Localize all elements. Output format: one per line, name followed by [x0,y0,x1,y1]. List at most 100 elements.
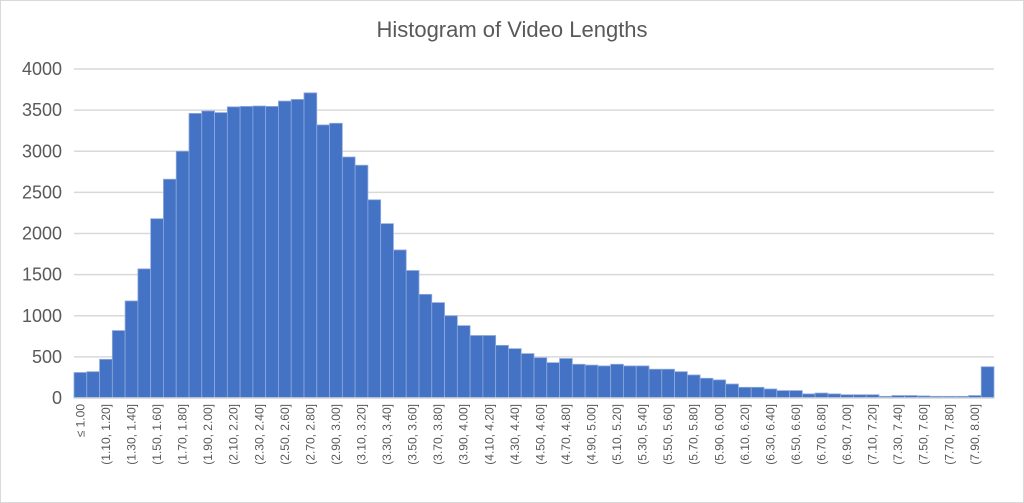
histogram-bar [341,156,356,399]
x-tick-label: (6.50, 6.60] [789,404,803,465]
histogram-bar [980,366,995,399]
x-tick-label: (7.50, 7.60] [917,404,931,465]
y-tick-label: 2000 [22,224,62,244]
histogram-bar [533,357,548,399]
histogram-bar [329,122,343,399]
histogram-bar [380,223,394,399]
histogram-bar [201,110,215,399]
histogram-bar [290,99,305,399]
histogram-bar [610,363,624,399]
histogram-bar [546,362,560,399]
histogram-bar [712,379,727,399]
histogram-bar [623,365,637,399]
histogram-bar [738,386,752,399]
x-tick-label: (1.90, 2.00] [201,404,215,465]
y-tick-label: 4000 [22,59,62,79]
x-tick-label: (6.10, 6.20] [738,404,752,465]
histogram-bar [725,383,739,399]
x-tick-label: (7.10, 7.20] [866,404,880,465]
y-tick-label: 3000 [22,141,62,161]
x-tick-label: (3.10, 3.20] [355,404,369,465]
x-tick-label: (5.30, 5.40] [636,404,650,465]
histogram-bar [418,293,433,399]
histogram-bar [265,106,279,399]
x-tick-label: (2.10, 2.20] [227,404,241,465]
histogram-bar [393,249,407,399]
x-tick-label: (5.70, 5.80] [687,404,701,465]
histogram-bar [99,358,113,399]
histogram-bar [482,335,497,399]
x-tick-label: (6.70, 6.80] [815,404,829,465]
histogram-bar [571,363,586,399]
histogram-bar [456,325,471,399]
histogram-bar [175,150,190,399]
y-tick-label: 0 [52,388,62,408]
x-tick-label: (4.30, 4.40] [508,404,522,465]
histogram-bar [789,390,803,399]
y-tick-label: 1000 [22,306,62,326]
histogram-bar [469,335,484,399]
histogram-bar [405,270,420,399]
x-tick-label: (4.70, 4.80] [559,404,573,465]
histogram-bar [303,92,318,399]
histogram-bar [252,105,267,399]
x-tick-label: (1.70, 1.80] [176,404,190,465]
histogram-bar [559,358,573,399]
histogram-bar [316,124,330,399]
x-tick-label: (4.50, 4.60] [533,404,547,465]
x-tick-label: (2.30, 2.40] [252,404,266,465]
histogram-bar [137,268,152,399]
histogram-bar [661,368,675,399]
histogram-bar [699,377,714,399]
histogram-bar [520,353,535,399]
x-tick-label: (1.30, 1.40] [125,404,139,465]
histogram-bar [431,302,445,399]
histogram-bar [686,374,701,399]
x-tick-label: (2.90, 3.00] [329,404,343,465]
histogram-bar [674,371,688,399]
x-tick-label: (4.90, 5.00] [585,404,599,465]
histogram-bar [226,106,241,399]
histogram-bar [584,364,599,399]
histogram-bar [163,178,177,399]
histogram-bar [188,113,203,399]
histogram-bar [750,386,765,399]
histogram-bar [597,365,612,399]
histogram-bar [124,300,139,399]
histogram-bar [763,388,778,399]
histogram-bar [367,199,382,399]
x-tick-label: (5.10, 5.20] [610,404,624,465]
y-tick-label: 3500 [22,100,62,120]
histogram-bar [495,344,509,399]
x-tick-label: (1.50, 1.60] [150,404,164,465]
x-tick-label: (6.90, 7.00] [840,404,854,465]
x-tick-label: (2.70, 2.80] [303,404,317,465]
x-tick-label: (7.70, 7.80] [942,404,956,465]
histogram-bar [508,348,522,399]
histogram-bar [86,371,100,399]
x-tick-label: ≤ 1.00 [73,404,87,438]
histogram-bar [239,106,254,399]
y-tick-label: 500 [32,347,62,367]
x-tick-label: (5.90, 6.00] [712,404,726,465]
histogram-bar [111,330,126,399]
x-tick-label: (3.50, 3.60] [406,404,420,465]
histogram-bar [635,365,650,399]
x-tick-label: (3.30, 3.40] [380,404,394,465]
x-tick-label: (3.90, 4.00] [457,404,471,465]
x-tick-label: (7.90, 8.00] [968,404,982,465]
y-tick-label: 2500 [22,182,62,202]
x-tick-label: (3.70, 3.80] [431,404,445,465]
x-tick-label: (2.50, 2.60] [278,404,292,465]
x-tick-label: (7.30, 7.40] [891,404,905,465]
chart-title: Histogram of Video Lengths [376,17,648,42]
histogram-bar [444,315,458,399]
histogram-bar [214,112,228,399]
histogram-bar [648,368,663,399]
histogram-bar [278,100,292,399]
histogram-bar [354,164,369,399]
histogram-bar [73,372,88,399]
x-tick-label: (5.50, 5.60] [661,404,675,465]
